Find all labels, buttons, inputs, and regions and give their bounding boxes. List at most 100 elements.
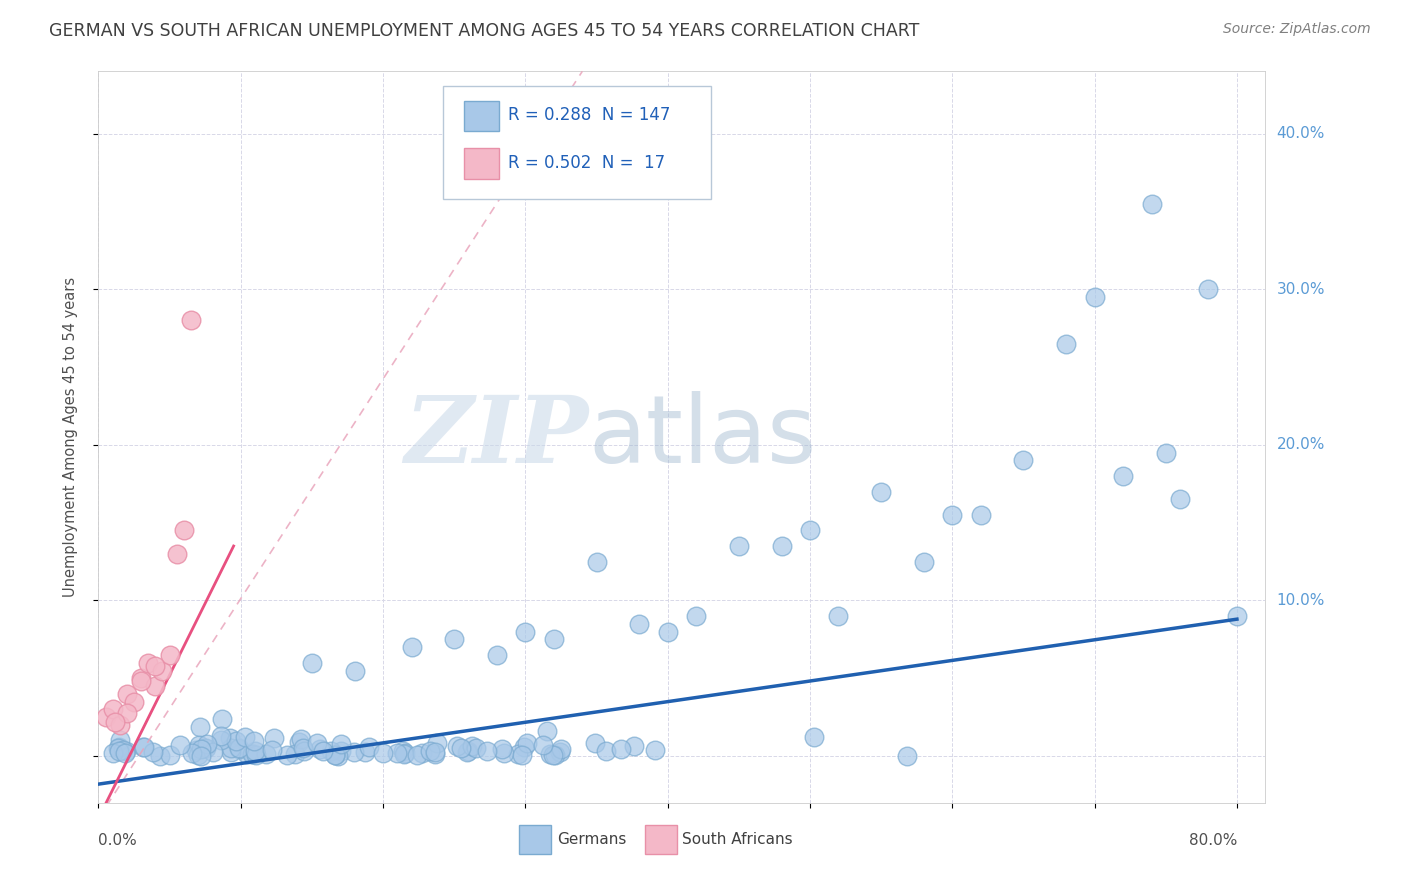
Point <box>401 640 423 655</box>
Point <box>595 744 617 758</box>
Point <box>457 744 479 758</box>
Point <box>1140 196 1163 211</box>
Point <box>221 741 243 756</box>
Point <box>970 508 993 522</box>
Point <box>1226 609 1249 624</box>
Point <box>456 745 478 759</box>
Point <box>104 714 127 729</box>
Point <box>180 313 202 327</box>
Point <box>328 748 350 763</box>
Point <box>240 747 263 761</box>
Point <box>494 746 516 760</box>
Point <box>195 741 218 756</box>
Bar <box>464 101 499 131</box>
Point <box>260 743 283 757</box>
Point <box>209 733 232 747</box>
Point <box>152 664 174 678</box>
Point <box>190 742 212 756</box>
Point <box>187 748 209 763</box>
Point <box>1112 469 1135 483</box>
Point <box>129 674 152 689</box>
Point <box>236 747 259 761</box>
Point <box>325 747 347 762</box>
Point <box>169 739 191 753</box>
Text: Source: ZipAtlas.com: Source: ZipAtlas.com <box>1223 22 1371 37</box>
Point <box>550 742 572 756</box>
Point <box>108 718 131 732</box>
Point <box>392 744 415 758</box>
Point <box>242 734 264 748</box>
Point <box>308 742 330 756</box>
Point <box>628 616 651 631</box>
Point <box>465 741 488 756</box>
Point <box>292 740 315 755</box>
Point <box>301 656 323 670</box>
Point <box>941 508 963 522</box>
Bar <box>464 148 499 179</box>
Point <box>228 742 250 756</box>
Point <box>770 539 793 553</box>
Text: 80.0%: 80.0% <box>1188 833 1237 848</box>
Point <box>423 747 446 762</box>
Point <box>292 744 315 758</box>
Point <box>188 738 211 752</box>
Point <box>1198 282 1220 296</box>
Point <box>107 741 129 756</box>
Text: Germans: Germans <box>557 832 627 847</box>
Point <box>329 744 352 758</box>
Point <box>201 745 224 759</box>
Point <box>513 739 536 754</box>
Point <box>288 735 311 749</box>
Point <box>550 745 572 759</box>
Point <box>101 747 124 761</box>
Point <box>323 748 346 763</box>
Point <box>193 740 215 755</box>
Text: 10.0%: 10.0% <box>1277 593 1324 608</box>
Point <box>110 733 132 747</box>
Point <box>538 747 561 762</box>
Point <box>536 723 558 738</box>
Point <box>149 748 172 763</box>
Point <box>803 730 825 744</box>
Point <box>111 743 134 757</box>
Point <box>173 524 195 538</box>
Point <box>799 524 821 538</box>
Point <box>143 658 166 673</box>
Point <box>353 745 375 759</box>
Point <box>460 739 482 754</box>
Point <box>585 736 607 750</box>
Point <box>219 744 242 758</box>
Point <box>644 743 666 757</box>
Point <box>114 746 136 760</box>
Point <box>219 731 242 746</box>
Point <box>132 740 155 755</box>
Point <box>184 743 207 757</box>
Point <box>516 736 538 750</box>
Text: R = 0.502  N =  17: R = 0.502 N = 17 <box>508 153 665 172</box>
Point <box>108 744 131 758</box>
Point <box>134 739 156 754</box>
Point <box>443 632 465 647</box>
Point <box>491 742 513 756</box>
Point <box>392 747 415 761</box>
Text: R = 0.288  N = 147: R = 0.288 N = 147 <box>508 106 671 124</box>
Point <box>143 679 166 693</box>
Point <box>190 748 212 763</box>
Text: 20.0%: 20.0% <box>1277 437 1324 452</box>
Point <box>405 747 427 762</box>
Point <box>115 706 138 720</box>
Point <box>290 732 312 747</box>
Text: 0.0%: 0.0% <box>98 833 138 848</box>
Point <box>385 746 408 760</box>
Point <box>371 746 394 760</box>
Point <box>284 747 307 761</box>
Point <box>122 695 145 709</box>
Point <box>543 632 565 647</box>
Point <box>195 737 218 751</box>
Point <box>912 555 935 569</box>
Point <box>394 747 416 761</box>
Point <box>506 747 529 762</box>
Point <box>531 738 554 752</box>
Point <box>1084 290 1107 304</box>
Point <box>685 609 707 624</box>
